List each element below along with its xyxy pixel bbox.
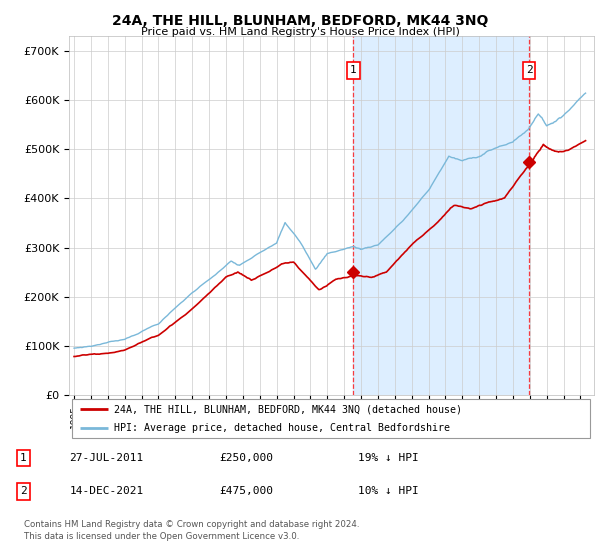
FancyBboxPatch shape [71, 399, 590, 438]
Text: Contains HM Land Registry data © Crown copyright and database right 2024.: Contains HM Land Registry data © Crown c… [24, 520, 359, 529]
Text: 10% ↓ HPI: 10% ↓ HPI [358, 487, 418, 496]
Text: 24A, THE HILL, BLUNHAM, BEDFORD, MK44 3NQ: 24A, THE HILL, BLUNHAM, BEDFORD, MK44 3N… [112, 14, 488, 28]
Text: 14-DEC-2021: 14-DEC-2021 [70, 487, 144, 496]
Text: 24A, THE HILL, BLUNHAM, BEDFORD, MK44 3NQ (detached house): 24A, THE HILL, BLUNHAM, BEDFORD, MK44 3N… [113, 404, 461, 414]
Text: HPI: Average price, detached house, Central Bedfordshire: HPI: Average price, detached house, Cent… [113, 423, 449, 433]
Text: 1: 1 [350, 66, 357, 76]
Bar [353, 36, 529, 395]
Text: 1: 1 [20, 453, 27, 463]
Text: 2: 2 [20, 487, 27, 496]
Text: Price paid vs. HM Land Registry's House Price Index (HPI): Price paid vs. HM Land Registry's House … [140, 27, 460, 37]
Text: This data is licensed under the Open Government Licence v3.0.: This data is licensed under the Open Gov… [24, 532, 299, 541]
Text: 19% ↓ HPI: 19% ↓ HPI [358, 453, 418, 463]
Text: £475,000: £475,000 [220, 487, 274, 496]
Text: 2: 2 [526, 66, 532, 76]
Text: 27-JUL-2011: 27-JUL-2011 [70, 453, 144, 463]
Text: £250,000: £250,000 [220, 453, 274, 463]
